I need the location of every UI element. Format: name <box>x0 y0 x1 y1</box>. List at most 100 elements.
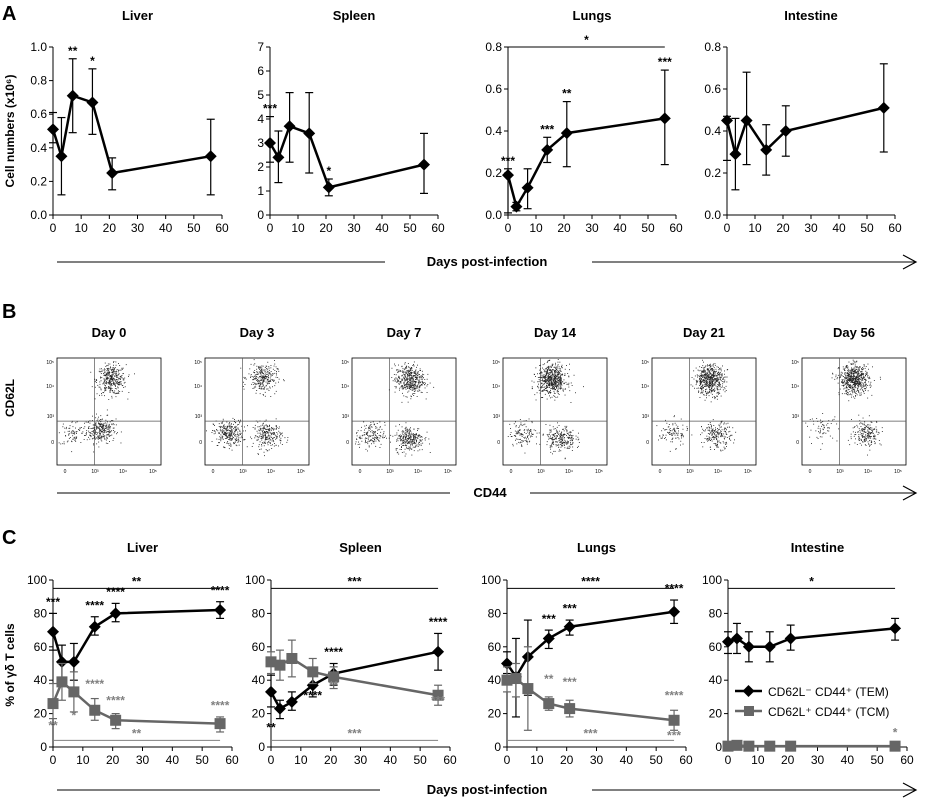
data-point-diamond <box>541 143 554 156</box>
x-tick-label: 0 <box>267 221 274 235</box>
x-tick-label: 40 <box>613 221 627 235</box>
y-tick-label: 80 <box>34 606 48 620</box>
flow-x-tick-label: 10⁴ <box>267 469 275 475</box>
flow-y-tick-label: 10⁴ <box>46 384 54 390</box>
data-point-square <box>56 676 68 688</box>
data-point-diamond <box>784 632 797 645</box>
significance-label: ** <box>562 87 572 101</box>
data-point-square <box>214 718 226 730</box>
data-point-square <box>564 703 576 715</box>
data-point-diamond <box>722 635 734 648</box>
y-tick-label: 40 <box>252 673 266 687</box>
y-tick-label: 40 <box>709 673 723 687</box>
flow-x-tick-label: 10⁴ <box>565 469 573 475</box>
chart-title: Intestine <box>784 8 837 23</box>
data-point-square <box>68 686 80 698</box>
flow-plot-5: Day 56 10⁵ 10⁴ 10³ 0 0 10³ 10⁴ 10⁵ <box>791 325 907 475</box>
x-tick-label: 20 <box>776 221 790 235</box>
flow-plot-frame <box>502 357 608 466</box>
data-point-diamond <box>740 114 753 127</box>
flow-y-tick-label: 10³ <box>493 414 501 420</box>
data-point-diamond <box>418 158 430 171</box>
series-line <box>725 106 885 159</box>
data-point-square <box>432 689 444 701</box>
data-point-diamond <box>742 640 755 653</box>
x-tick-label: 30 <box>590 753 604 767</box>
x-tick-label: 20 <box>319 221 333 235</box>
chart-title: Spleen <box>339 540 382 555</box>
flow-x-tick-label: 10⁵ <box>297 469 305 475</box>
data-point-diamond <box>88 620 101 633</box>
data-point-diamond <box>55 655 68 668</box>
panel-c-xaxis-arrow <box>57 782 918 798</box>
flow-y-tick-label: 10³ <box>47 414 55 420</box>
significance-label: *** <box>501 154 515 168</box>
flow-events <box>805 359 883 456</box>
flow-x-tick-label: 0 <box>359 469 362 475</box>
y-tick-label: 0 <box>715 740 722 754</box>
x-tick-label: 10 <box>530 753 544 767</box>
flow-plot-4: Day 21 10⁵ 10⁴ 10³ 0 0 10³ 10⁴ 10⁵ <box>641 325 757 475</box>
data-point-diamond <box>779 125 792 137</box>
significance-label: **** <box>303 689 322 703</box>
x-tick-label: 30 <box>585 221 599 235</box>
flow-x-tick-label: 10⁴ <box>714 469 722 475</box>
significance-label: * <box>809 574 814 588</box>
significance-label: ** <box>266 720 276 734</box>
flow-plot-3: Day 14 10⁵ 10⁴ 10³ 0 0 10³ 10⁴ 10⁵ <box>492 325 608 475</box>
flow-plot-title: Day 21 <box>683 325 725 340</box>
flow-y-tick-label: 0 <box>497 440 500 446</box>
data-point-square <box>89 704 101 716</box>
x-tick-label: 60 <box>900 753 914 767</box>
x-tick-label: 50 <box>195 753 209 767</box>
y-tick-label: 60 <box>709 640 723 654</box>
significance-label: *** <box>46 595 60 609</box>
flow-y-tick-label: 10⁴ <box>341 384 349 390</box>
y-tick-label: 7 <box>257 40 264 54</box>
chart-title: Intestine <box>791 540 844 555</box>
flow-x-tick-label: 0 <box>809 469 812 475</box>
x-tick-label: 0 <box>724 221 731 235</box>
x-tick-label: 60 <box>443 753 457 767</box>
panel-c-ylabel: % of γδ T cells <box>3 623 17 707</box>
x-tick-label: 40 <box>375 221 389 235</box>
flow-y-tick-label: 10⁵ <box>791 360 799 366</box>
significance-label: * <box>584 33 589 47</box>
flow-plot-0: Day 0 10⁵ 10⁴ 10³ 0 0 10³ 10⁴ 10⁵ <box>46 325 162 475</box>
flow-x-tick-label: 10³ <box>239 469 247 475</box>
x-tick-label: 50 <box>187 221 201 235</box>
series-line <box>506 117 665 210</box>
data-point-diamond <box>510 200 523 213</box>
square-marker-icon <box>744 706 754 716</box>
flow-x-tick-label: 10⁵ <box>744 469 752 475</box>
panel-a-xlabel: Days post-infection <box>427 254 548 269</box>
flow-y-tick-label: 10⁵ <box>492 360 500 366</box>
data-point-diamond <box>214 604 227 617</box>
y-tick-label: 0.6 <box>30 107 47 121</box>
y-tick-label: 100 <box>481 573 501 587</box>
x-tick-label: 40 <box>832 221 846 235</box>
y-tick-label: 0 <box>257 208 264 222</box>
x-tick-label: 20 <box>781 753 795 767</box>
data-point-diamond <box>560 127 573 140</box>
data-point-square <box>731 739 743 751</box>
flow-x-tick-label: 10⁵ <box>149 469 157 475</box>
flow-y-tick-label: 10⁵ <box>46 360 54 366</box>
significance-label: *** <box>263 102 277 116</box>
flow-x-tick-label: 10³ <box>537 469 545 475</box>
data-point-diamond <box>877 101 890 114</box>
data-point-square <box>307 666 319 678</box>
y-tick-label: 100 <box>27 573 47 587</box>
significance-label: **** <box>211 583 230 597</box>
y-tick-label: 0.2 <box>704 166 721 180</box>
data-point-diamond <box>204 150 217 163</box>
y-tick-label: 20 <box>488 707 502 721</box>
x-tick-label: 50 <box>870 753 884 767</box>
x-tick-label: 50 <box>649 753 663 767</box>
x-tick-label: 10 <box>529 221 543 235</box>
significance-label: *** <box>658 55 672 69</box>
flow-events <box>656 359 737 452</box>
